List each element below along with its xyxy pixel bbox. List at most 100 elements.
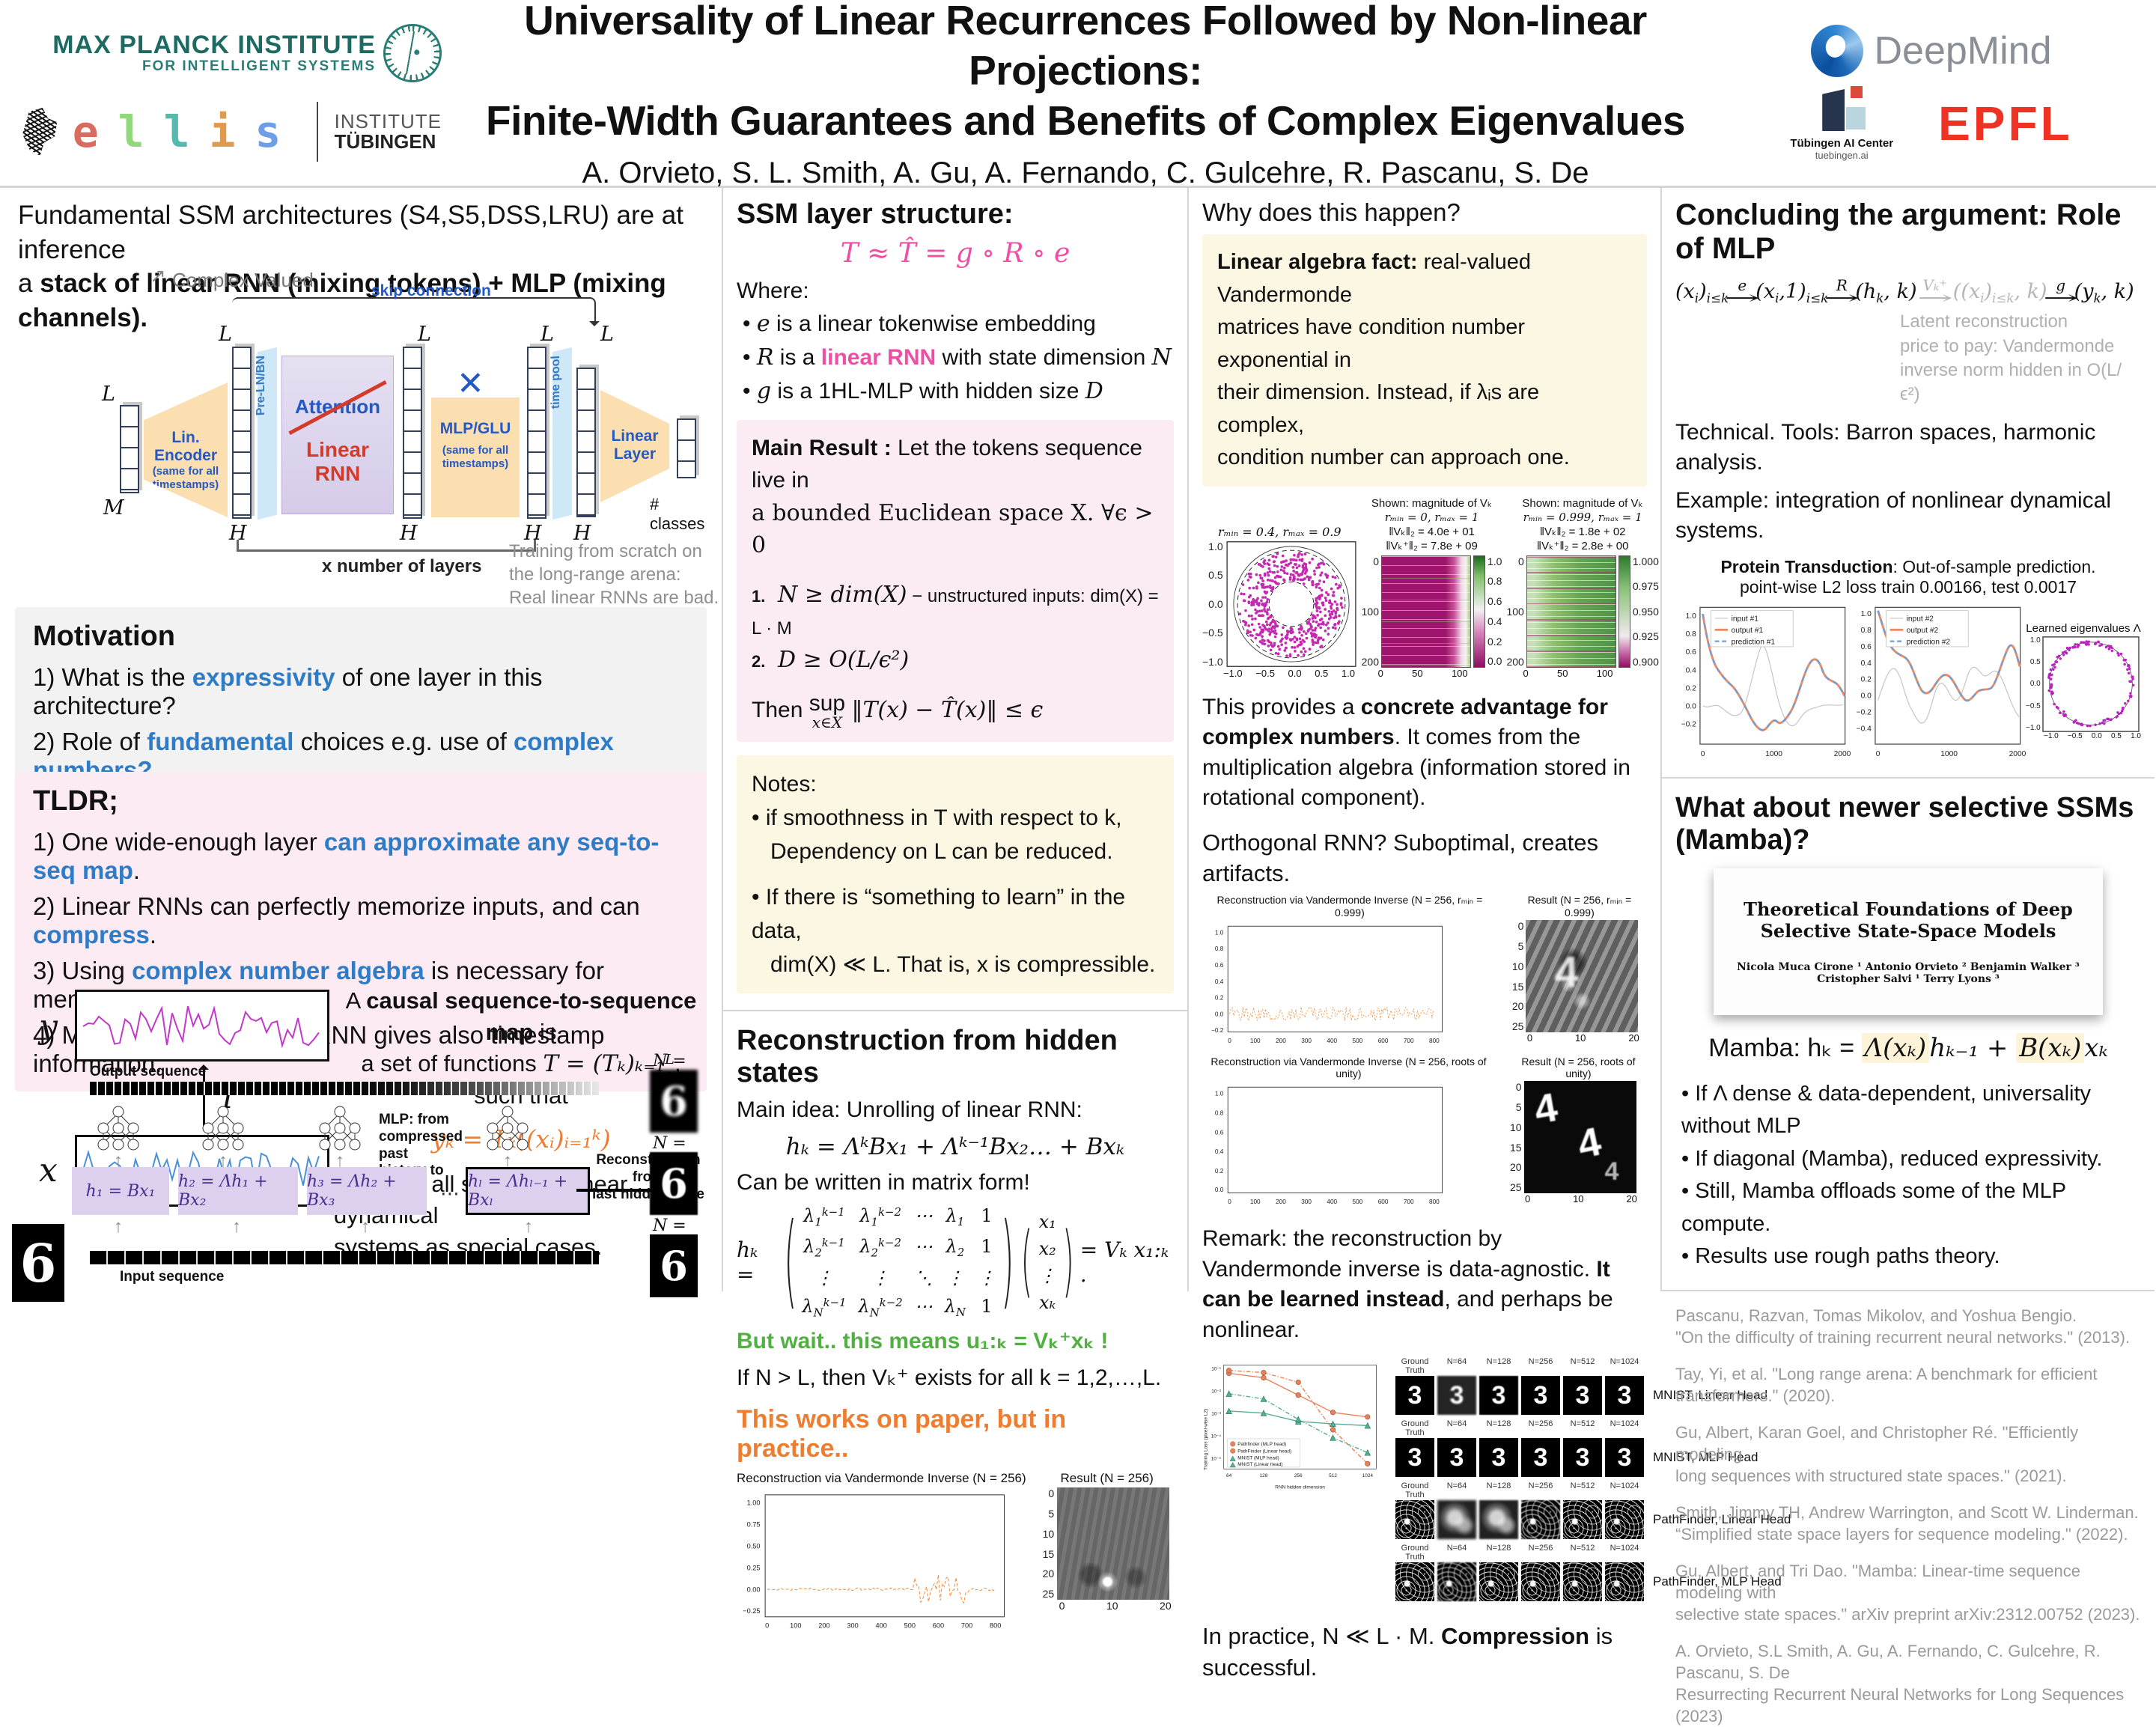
pooled-stack <box>576 368 596 517</box>
linear-rnn-block: Attention Linear RNN <box>281 356 394 514</box>
left-logos: MAX PLANCK INSTITUTE FOR INTELLIGENT SYS… <box>22 24 442 162</box>
svg-text:300: 300 <box>847 1621 858 1629</box>
svg-text:800: 800 <box>1429 1038 1440 1044</box>
up-arrow-icon: ↑ <box>114 1216 123 1237</box>
mlp-mixer-x-icon: ✕ <box>457 365 484 402</box>
bullet-R: • R is a linear RNN with state dimension… <box>743 344 1172 371</box>
output-sequence-label: Output sequence <box>90 1064 207 1079</box>
mamba-formula: Mamba: hₖ = Λ(xₖ) hₖ₋₁ + B(xₖ) xₖ <box>1708 1032 2108 1063</box>
motivation-box: Motivation 1) What is the expressivity o… <box>15 607 707 798</box>
ssm-layer-structure-heading: SSM layer structure: <box>737 198 1014 230</box>
svg-text:2000: 2000 <box>2009 750 2026 758</box>
y-signal-plot <box>75 990 329 1062</box>
svg-text:0: 0 <box>1701 750 1705 758</box>
svg-text:10⁻⁵: 10⁻⁵ <box>1211 1457 1222 1462</box>
svg-text:input #2: input #2 <box>1907 615 1934 623</box>
svg-text:0: 0 <box>1228 1038 1231 1044</box>
svg-text:700: 700 <box>961 1621 972 1629</box>
vandermonde-matrix: λ1k−1 λ1k−2 ⋯ λ1 1 λ2k−1 λ2k−2 ⋯ λ2 1 ⋮ … <box>802 1205 996 1320</box>
svg-text:0.0: 0.0 <box>1686 702 1697 710</box>
why-heading: Why does this happen? <box>1202 198 1461 226</box>
pseudoinverse-line: If N > L, then Vₖ⁺ exists for all k = 1,… <box>737 1365 1162 1390</box>
ellis-logo: ellis <box>72 106 301 157</box>
notes-box: Notes: • if smoothness in T with respect… <box>737 755 1174 993</box>
poster-title: Universality of Linear Recurrences Follo… <box>449 0 1722 146</box>
deepmind-swirl-icon <box>1811 25 1864 77</box>
deepmind-logo: DeepMind <box>1811 25 2052 77</box>
layers-bracket <box>237 540 536 552</box>
reference-item: Pascanu, Razvan, Tomas Mikolov, and Yosh… <box>1675 1306 2131 1347</box>
svg-text:−0.2: −0.2 <box>1211 1027 1224 1034</box>
svg-text:0.00: 0.00 <box>747 1586 761 1593</box>
svg-text:0.8: 0.8 <box>1861 627 1872 635</box>
section-divider <box>723 1010 1187 1011</box>
svg-text:prediction #2: prediction #2 <box>1907 638 1951 646</box>
svg-text:1000: 1000 <box>1765 750 1782 758</box>
vandermonde-magnitude-heatmap-real: Shown: magnitude of Vₖ rₘᵢₙ = 0, rₘₐₓ = 1… <box>1361 496 1502 679</box>
svg-text:0.0: 0.0 <box>1215 1011 1224 1018</box>
svg-text:400: 400 <box>1327 1038 1337 1044</box>
composition-chain: (xi)i≤k e → (xi,1)i≤k R → (hk, k) Vₖ⁺ → ((x… <box>1675 276 2134 308</box>
example-line: Example: integration of nonlinear dynami… <box>1675 487 2111 543</box>
svg-text:10⁻³: 10⁻³ <box>1211 1412 1222 1417</box>
svg-text:1.00: 1.00 <box>747 1499 761 1507</box>
linear-rnn-label: Linear RNN <box>305 438 370 485</box>
x-label: x <box>39 1151 58 1190</box>
svg-text:1.0: 1.0 <box>1686 612 1697 621</box>
paper-authors: Nicola Muca Cirone ¹ Antonio Orvieto ² B… <box>1737 960 2080 985</box>
column-theory: SSM layer structure: T ≈ T̂ = g ∘ R ∘ e … <box>722 188 1187 1629</box>
svg-text:0.0: 0.0 <box>1215 1187 1224 1193</box>
mamba-paper-card: Theoretical Foundations of Deep Selectiv… <box>1714 868 2103 1015</box>
up-arrow-icon: ↑ <box>232 1216 241 1237</box>
vandermonde-recon-plot: Reconstruction via Vandermonde Inverse (… <box>737 1471 1026 1630</box>
svg-text:0.25: 0.25 <box>747 1565 761 1572</box>
column-experiments: Why does this happen? Linear algebra fac… <box>1187 188 1791 1681</box>
T-map-arrow <box>198 1064 209 1130</box>
svg-text:600: 600 <box>1378 1198 1389 1205</box>
complex-valued-annotation: Complex Valued <box>150 264 314 292</box>
works-on-paper-line: This works on paper, but in practice.. <box>737 1405 1067 1463</box>
input-vector: x₁ x₂ ⋮ xₖ <box>1038 1211 1057 1314</box>
motivation-item-1: 1) What is the expressivity of one layer… <box>33 663 543 719</box>
recurrence-box-2: h₂ = Λh₁ + Bx₂ <box>178 1167 298 1215</box>
matrix-intro: Can be written in matrix form! <box>737 1169 1030 1195</box>
tldr-title: TLDR; <box>33 785 118 817</box>
technical-tools-line: Technical. Tools: Barron spaces, harmoni… <box>1675 419 2096 475</box>
hidden-stack-1 <box>232 347 252 519</box>
orthogonal-rnn-line: Orthogonal RNN? Suboptimal, creates arti… <box>1202 829 1598 887</box>
training-loss-plot: Training Loss (pixel-wise L2) 10⁻¹ 10⁻² … <box>1202 1357 1389 1505</box>
svg-text:Training Loss (pixel-wise L2): Training Loss (pixel-wise L2) <box>1203 1409 1208 1470</box>
result-digit: 4 <box>1554 948 1579 997</box>
reference-item: Gu, Albert, and Tri Dao. "Mamba: Linear-… <box>1675 1562 2140 1624</box>
svg-text:512: 512 <box>1329 1473 1337 1478</box>
svg-text:1.0: 1.0 <box>1215 930 1224 936</box>
svg-text:256: 256 <box>1294 1473 1303 1478</box>
reference-item: Smith, Jimmy TH, Andrew Warrington, and … <box>1675 1502 2139 1544</box>
svg-text:700: 700 <box>1404 1038 1414 1044</box>
svg-text:128: 128 <box>1260 1473 1268 1478</box>
main-result-box: Main Result : Let the tokens sequence li… <box>737 419 1174 742</box>
mpi-name: MAX PLANCK INSTITUTE <box>52 31 376 60</box>
svg-text:100: 100 <box>790 1621 801 1629</box>
svg-text:RNN hidden dimension: RNN hidden dimension <box>1275 1485 1325 1490</box>
svg-text:0.8: 0.8 <box>1215 945 1224 952</box>
svg-text:PathFinder (Linear head): PathFinder (Linear head) <box>1237 1449 1291 1455</box>
mlp-network-icon <box>319 1106 361 1151</box>
svg-text:−0.2: −0.2 <box>1857 708 1872 716</box>
learned-eigenvalues-plot: Learned eigenvalues Λ 1.0 0.5 0.0 −0.5 −1.0 … <box>2026 621 2141 740</box>
paper-title: Theoretical Foundations of Deep Selectiv… <box>1744 898 2073 942</box>
up-arrow-icon: ↑ <box>335 1151 344 1171</box>
svg-text:500: 500 <box>904 1621 916 1629</box>
recurrence-box-1: h₁ = Bx₁ <box>72 1167 169 1215</box>
recurrence-box-3: h₃ = Λh₂ + Bx₃ <box>307 1167 427 1215</box>
minerva-seal-icon <box>383 24 442 82</box>
svg-text:64: 64 <box>1226 1473 1232 1478</box>
output-sequence-bar <box>90 1082 599 1095</box>
ortho-recon-plot: Reconstruction via Vandermonde Inverse (… <box>1211 894 1483 1044</box>
reconstruction-heading: Reconstruction from hidden states <box>737 1025 1118 1088</box>
svg-text:800: 800 <box>990 1621 1001 1629</box>
svg-text:200: 200 <box>1276 1038 1286 1044</box>
where-label: Where: <box>737 278 809 303</box>
hidden-stack-2 <box>403 347 422 519</box>
num-classes-label: # classes <box>650 495 705 533</box>
